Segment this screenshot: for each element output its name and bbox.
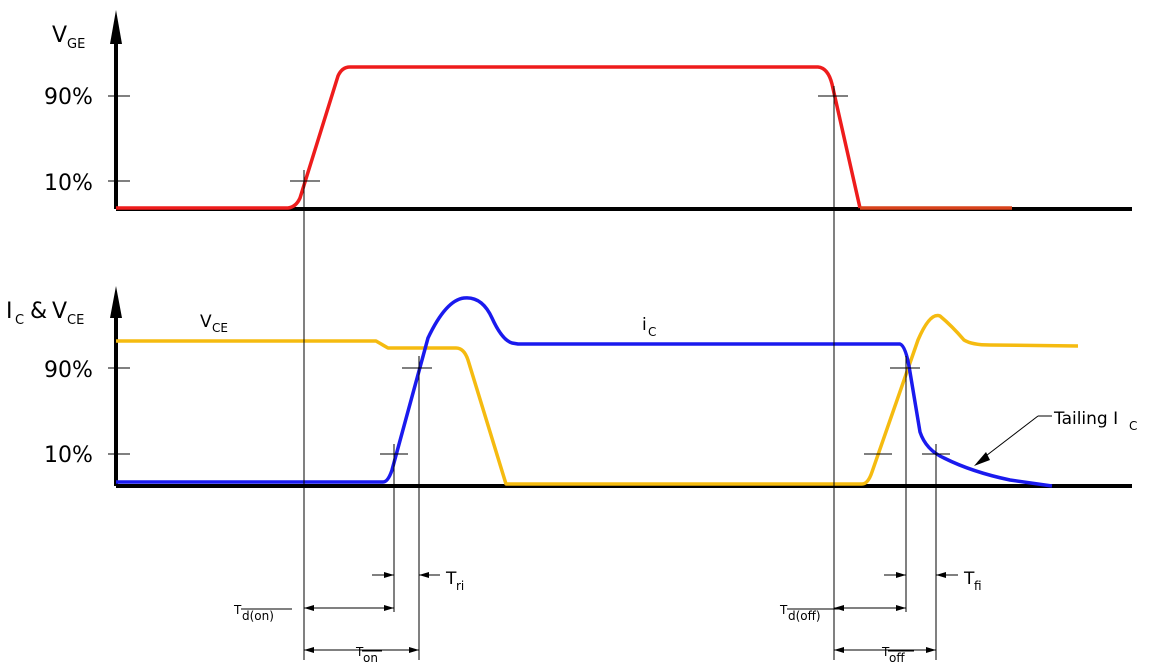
t-off-label-sub: off bbox=[889, 651, 905, 663]
td-off-dimension: T d(off) bbox=[779, 603, 906, 623]
td-off-label: T bbox=[779, 603, 788, 617]
vge-waveform bbox=[116, 65, 862, 210]
vge-tick-90-label: 90% bbox=[44, 85, 93, 110]
ic-vce-tick-10-label: 10% bbox=[44, 443, 93, 468]
t-ri-label-sub: ri bbox=[456, 579, 464, 593]
t-fi-dimension: T fi bbox=[884, 569, 982, 593]
tailing-leader-diagonal bbox=[977, 415, 1039, 463]
t-off-label: T bbox=[881, 645, 890, 659]
vge-axis-label-sub: GE bbox=[67, 37, 85, 52]
td-on-dimension: T d(on) bbox=[233, 603, 394, 623]
tailing-label-sub: C bbox=[1129, 419, 1137, 433]
ic-vce-axis-label-amp: & bbox=[30, 299, 47, 324]
tailing-label: Tailing I bbox=[1053, 409, 1118, 429]
td-off-label-sub: d(off) bbox=[788, 609, 821, 623]
t-on-label-sub: on bbox=[363, 651, 378, 663]
vce-label-sub: CE bbox=[212, 321, 228, 335]
t-off-dimension: T off bbox=[834, 645, 936, 663]
ic-label: i bbox=[642, 315, 647, 335]
t-fi-label: T bbox=[963, 569, 975, 589]
ic-vce-panel: I C & V CE 90% 10% V CE i C Tailing I C bbox=[6, 286, 1137, 488]
ic-vce-axis-label-v-sub: CE bbox=[67, 313, 84, 328]
ic-vce-axis-label-v: V bbox=[52, 299, 67, 324]
vge-tick-10-label: 10% bbox=[44, 171, 93, 196]
timing-reference-lines bbox=[303, 86, 937, 660]
vge-panel: V GE 90% 10% bbox=[44, 10, 1132, 211]
vge-y-axis-arrow bbox=[110, 10, 122, 44]
ic-waveform bbox=[116, 296, 1053, 488]
tailing-leader-arrowhead bbox=[974, 452, 990, 466]
td-on-label: T bbox=[233, 603, 242, 617]
t-on-dimension: T on bbox=[304, 645, 419, 663]
ic-vce-axis-label-i-sub: C bbox=[15, 313, 24, 328]
t-ri-label: T bbox=[445, 569, 457, 589]
t-on-label: T bbox=[355, 645, 364, 659]
t-fi-label-sub: fi bbox=[974, 579, 982, 593]
vce-waveform bbox=[116, 313, 1079, 486]
t-ri-dimension: T ri bbox=[372, 569, 464, 593]
vce-label: V bbox=[200, 312, 212, 332]
timing-dimensions: T ri T d(on) T on T fi bbox=[233, 569, 982, 663]
ic-vce-axis-label-i: I bbox=[6, 299, 13, 324]
ic-label-sub: C bbox=[648, 325, 656, 339]
td-on-label-sub: d(on) bbox=[242, 609, 274, 623]
ic-vce-tick-90-label: 90% bbox=[44, 358, 93, 383]
vge-axis-label: V bbox=[52, 23, 67, 48]
ic-vce-y-axis-arrow bbox=[110, 286, 122, 318]
